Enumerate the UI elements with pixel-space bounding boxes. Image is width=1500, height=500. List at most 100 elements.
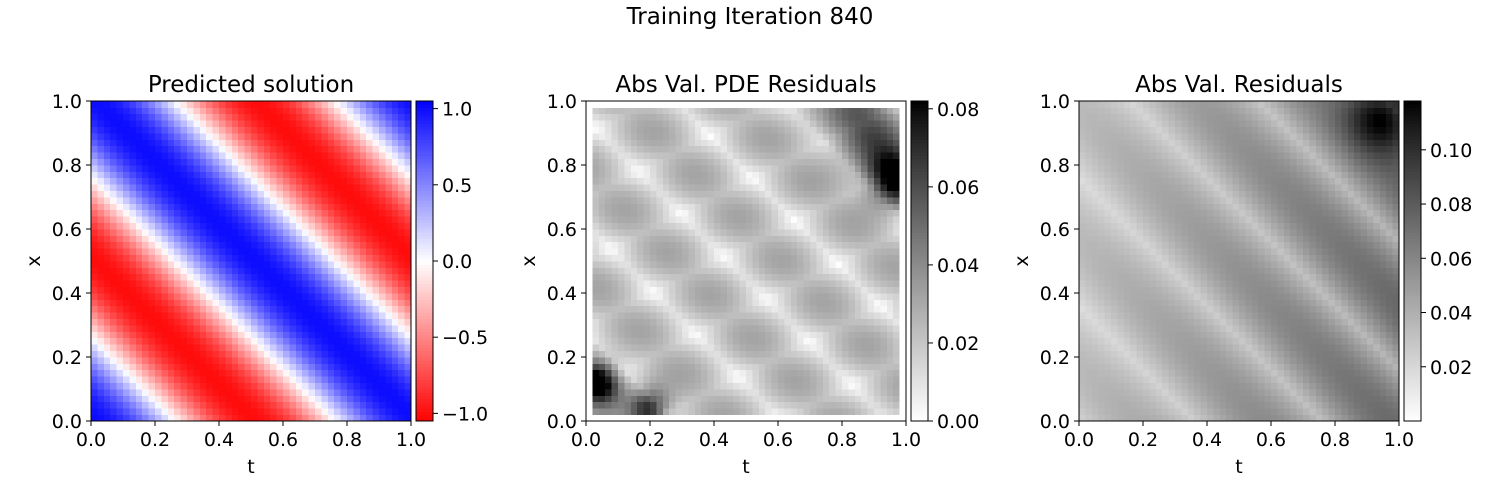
heatmap-cell <box>720 369 728 377</box>
heatmap-cell <box>161 254 169 262</box>
heatmap-cell <box>726 401 734 409</box>
heatmap-cell <box>225 145 233 153</box>
heatmap-cell <box>110 389 117 396</box>
heatmap-cell <box>212 350 220 358</box>
heatmap-cell <box>694 254 702 262</box>
heatmap-cell <box>404 126 412 134</box>
heatmap-cell <box>155 222 162 230</box>
heatmap-cell <box>308 139 316 147</box>
heatmap-cell <box>605 395 612 403</box>
heatmap-cell <box>669 184 676 191</box>
heatmap-cell <box>650 248 657 255</box>
heatmap-cell <box>174 107 181 115</box>
heatmap-cell <box>803 203 811 211</box>
heatmap-cell <box>624 299 632 307</box>
heatmap-cell <box>835 190 843 198</box>
heatmap-cell <box>366 299 373 307</box>
heatmap-cell <box>669 101 676 108</box>
heatmap-cell <box>219 248 226 255</box>
heatmap-cell <box>707 165 715 172</box>
heatmap-cell <box>669 165 676 172</box>
heatmap-cell <box>385 305 393 313</box>
heatmap-cell <box>880 254 888 262</box>
heatmap-cell <box>135 158 143 166</box>
heatmap-cell <box>315 363 322 371</box>
heatmap-cell <box>206 133 213 140</box>
heatmap-cell <box>624 165 632 172</box>
heatmap-cell <box>263 299 271 307</box>
heatmap-cell <box>739 229 747 236</box>
heatmap-cell <box>295 350 303 358</box>
heatmap-cell <box>263 369 271 377</box>
heatmap-cell <box>618 152 625 159</box>
heatmap-cell <box>829 107 836 115</box>
heatmap-cell <box>714 286 721 294</box>
heatmap-cell <box>778 254 785 262</box>
heatmap-cell <box>231 120 239 127</box>
heatmap-cell <box>637 318 644 326</box>
heatmap-cell <box>701 113 708 121</box>
heatmap-cell <box>187 165 194 172</box>
heatmap-cell <box>707 229 715 236</box>
heatmap-cell <box>110 286 117 294</box>
heatmap-cell <box>771 203 779 211</box>
heatmap-cell <box>656 280 664 287</box>
heatmap-cell <box>733 414 740 422</box>
heatmap-cell <box>829 133 836 140</box>
heatmap-cell <box>592 305 600 313</box>
heatmap-cell <box>219 145 226 153</box>
heatmap-cell <box>219 299 226 307</box>
heatmap-cell <box>656 305 664 313</box>
heatmap-cell <box>97 389 105 396</box>
heatmap-cell <box>822 177 830 185</box>
heatmap-cell <box>295 216 303 223</box>
heatmap-cell <box>701 408 708 415</box>
heatmap-cell <box>880 133 888 140</box>
heatmap-cell <box>180 229 188 236</box>
heatmap-cell <box>161 337 169 345</box>
heatmap-cell <box>302 273 309 281</box>
heatmap-cell <box>854 209 862 217</box>
heatmap-cell <box>398 177 405 185</box>
heatmap-cell <box>618 401 625 409</box>
heatmap-cell <box>598 350 606 358</box>
heatmap-cell <box>129 254 137 262</box>
heatmap-cell <box>193 286 201 294</box>
heatmap-cell <box>598 171 606 179</box>
heatmap-cell <box>302 145 309 153</box>
heatmap-cell <box>91 382 98 390</box>
heatmap-cell <box>110 331 117 339</box>
heatmap-cell <box>867 389 875 396</box>
heatmap-cell <box>758 241 766 249</box>
colorbar-segment <box>416 139 433 144</box>
heatmap-cell <box>379 312 386 319</box>
heatmap-cell <box>746 254 753 262</box>
heatmap-cell <box>854 299 862 307</box>
heatmap-cell <box>714 312 721 319</box>
heatmap-cell <box>701 312 708 319</box>
heatmap-cell <box>270 248 277 255</box>
heatmap-cell <box>643 395 651 403</box>
heatmap-cell <box>784 414 792 422</box>
heatmap-cell <box>372 113 380 121</box>
heatmap-cell <box>842 152 849 159</box>
heatmap-cell <box>174 254 181 262</box>
heatmap-cell <box>867 203 875 211</box>
heatmap-cell <box>231 165 239 172</box>
heatmap-cell <box>270 216 277 223</box>
heatmap-cell <box>295 197 303 204</box>
heatmap-cell <box>707 145 715 153</box>
heatmap-cell <box>682 165 689 172</box>
heatmap-cell <box>206 158 213 166</box>
colorbar-segment <box>416 145 433 150</box>
heatmap-cell <box>624 254 632 262</box>
heatmap-cell <box>790 293 798 300</box>
heatmap-cell <box>829 363 836 371</box>
heatmap-cell <box>327 414 335 422</box>
heatmap-cell <box>391 280 399 287</box>
heatmap-cell <box>225 113 233 121</box>
colorbar-segment <box>416 417 433 422</box>
heatmap-cell <box>618 337 625 345</box>
heatmap-cell <box>238 331 245 339</box>
heatmap-cell <box>116 101 124 108</box>
